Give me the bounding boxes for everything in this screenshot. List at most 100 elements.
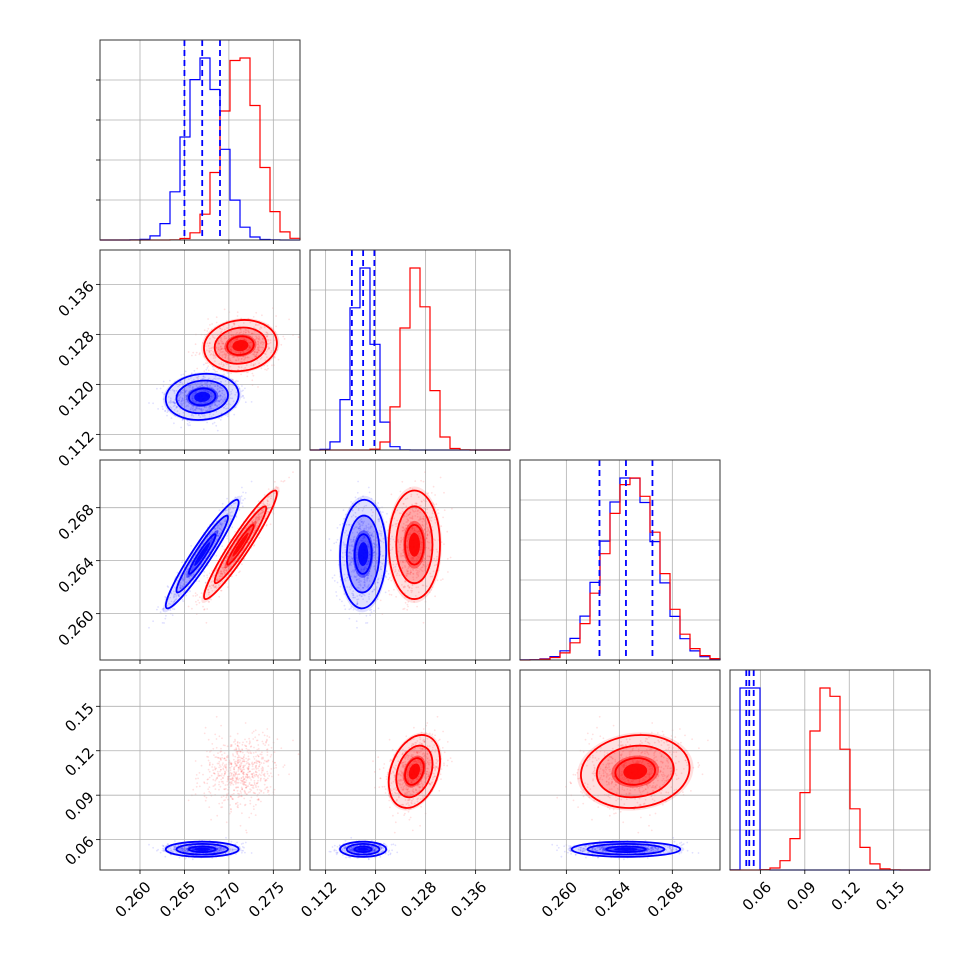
scatter-point <box>560 855 563 858</box>
scatter-point <box>159 611 162 613</box>
scatter-point <box>226 535 229 537</box>
scatter-point <box>275 315 277 317</box>
scatter-point <box>598 840 601 842</box>
scatter-point <box>171 401 174 403</box>
scatter-point <box>255 311 258 314</box>
scatter-point <box>208 405 211 408</box>
scatter-point <box>211 323 214 325</box>
scatter-point <box>189 590 191 593</box>
scatter-point <box>339 523 341 526</box>
scatter-point <box>187 405 190 407</box>
scatter-point <box>218 400 221 402</box>
scatter-point <box>389 852 392 855</box>
scatter-point <box>185 594 188 597</box>
scatter-point <box>206 381 208 383</box>
scatter-point <box>680 844 683 847</box>
scatter-point <box>189 386 191 389</box>
scatter-point <box>230 840 233 843</box>
scatter-point <box>162 385 165 387</box>
scatter-point <box>277 358 280 361</box>
scatter-point <box>691 851 694 854</box>
scatter-point <box>240 373 243 376</box>
scatter-point <box>218 403 221 406</box>
scatter-point <box>345 856 347 859</box>
scatter-point <box>194 343 197 346</box>
scatter-point <box>219 386 221 389</box>
scatter-point <box>250 480 253 483</box>
scatter-point <box>218 400 221 403</box>
scatter-point <box>563 845 566 848</box>
scatter-point <box>267 367 269 370</box>
scatter-point <box>180 381 182 383</box>
scatter-point <box>260 367 263 370</box>
scatter-point <box>210 392 213 395</box>
scatter-point <box>269 523 272 526</box>
scatter-point <box>205 368 208 371</box>
scatter-point <box>178 856 181 859</box>
scatter-point <box>336 538 339 541</box>
scatter-point <box>164 410 167 413</box>
scatter-point <box>181 382 184 385</box>
scatter-point <box>202 363 205 366</box>
scatter-point <box>344 608 347 611</box>
scatter-point <box>195 600 197 603</box>
scatter-point <box>211 404 213 407</box>
scatter-point <box>220 398 222 401</box>
scatter-point <box>175 405 178 408</box>
scatter-point <box>194 401 197 403</box>
scatter-point <box>186 423 189 425</box>
scatter-point <box>171 608 174 610</box>
scatter-point <box>328 850 331 853</box>
scatter-point <box>159 851 162 854</box>
scatter-point <box>241 394 244 397</box>
scatter-point <box>169 379 171 382</box>
scatter-point <box>342 509 345 512</box>
scatter-point <box>206 367 209 369</box>
scatter-point <box>377 607 380 610</box>
scatter-point <box>194 354 197 356</box>
scatter-point <box>173 389 176 392</box>
scatter-point <box>191 354 193 357</box>
scatter-point <box>164 617 167 620</box>
scatter-point <box>221 389 224 392</box>
scatter-point <box>387 573 390 575</box>
scatter-point <box>174 840 176 842</box>
scatter-point <box>224 414 227 416</box>
scatter-point <box>200 409 203 412</box>
scatter-point <box>161 405 164 408</box>
scatter-point <box>368 491 371 494</box>
scatter-point <box>212 408 215 410</box>
scatter-point <box>396 851 399 854</box>
scatter-point <box>189 389 192 392</box>
scatter-point <box>221 545 224 548</box>
scatter-point <box>356 491 359 494</box>
scatter-point <box>244 497 246 500</box>
scatter-point <box>207 318 210 320</box>
scatter-point <box>244 841 247 844</box>
scatter-point <box>230 392 233 395</box>
scatter-point <box>210 386 213 389</box>
scatter-point <box>169 400 172 403</box>
scatter-point <box>357 480 359 483</box>
scatter-point <box>551 843 554 846</box>
scatter-point <box>222 406 225 409</box>
scatter-point <box>241 390 243 393</box>
scatter-point <box>335 591 337 593</box>
scatter-point <box>197 413 200 416</box>
scatter-point <box>157 606 160 608</box>
scatter-point <box>288 318 290 321</box>
scatter-point <box>216 397 218 399</box>
scatter-point <box>193 369 196 372</box>
scatter-point <box>156 387 158 390</box>
scatter-point <box>250 401 253 403</box>
scatter-point <box>574 854 577 856</box>
scatter-point <box>217 395 220 397</box>
scatter-point <box>333 542 336 545</box>
scatter-point <box>208 377 210 380</box>
scatter-point <box>264 368 266 371</box>
scatter-point <box>173 390 176 392</box>
scatter-point <box>336 581 339 584</box>
scatter-point <box>217 399 219 402</box>
scatter-point <box>156 608 158 611</box>
